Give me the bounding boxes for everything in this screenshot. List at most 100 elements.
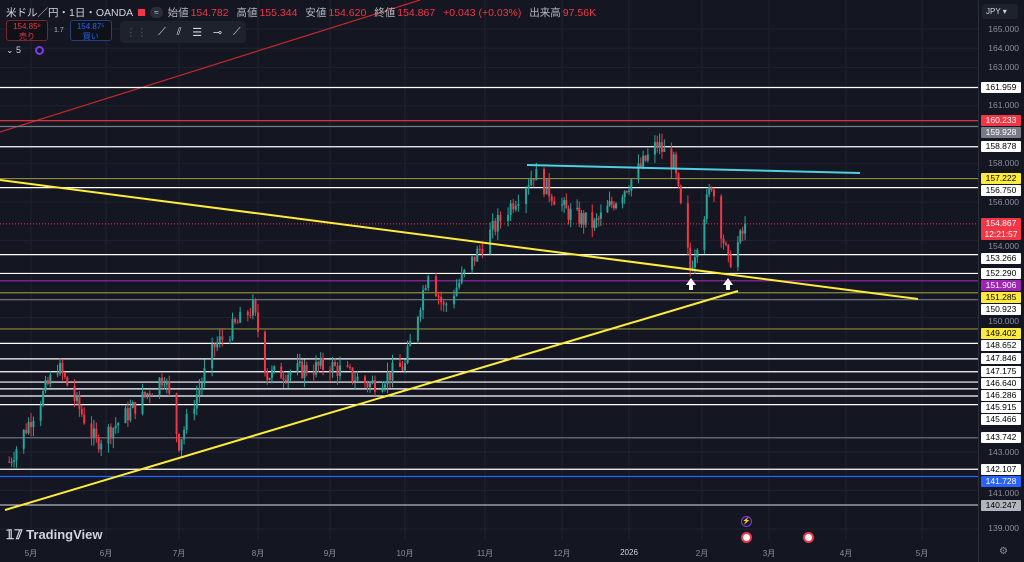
candle-body	[289, 371, 292, 375]
candle-body	[109, 426, 112, 439]
time-tick: 2026	[620, 548, 638, 557]
red-trend-line	[0, 0, 421, 133]
candle-body	[236, 322, 239, 324]
up-arrow-icon	[686, 278, 696, 290]
candle-body	[453, 295, 456, 305]
buy-button[interactable]: 154.87⁵ 買い	[69, 20, 112, 41]
indicator-icon[interactable]	[35, 46, 45, 55]
time-tick: 12月	[553, 549, 571, 558]
trend-line-icon[interactable]: ⟋	[158, 25, 166, 38]
candle-body	[317, 362, 320, 366]
time-tick: 4月	[839, 549, 853, 558]
candle-body	[158, 377, 161, 395]
candle-body	[591, 212, 594, 228]
event-flash-icon[interactable]: ⚡	[741, 516, 752, 527]
price-level-label: 160.233	[981, 115, 1021, 127]
spread: 1.7	[54, 27, 64, 34]
price-level-label: 161.959	[981, 81, 1021, 93]
candle-body	[66, 377, 69, 386]
market-status-pill[interactable]: ≈	[150, 7, 163, 18]
candle-body	[427, 276, 430, 288]
candle-body	[610, 201, 613, 205]
candle-body	[530, 178, 533, 186]
sell-label: 売り	[19, 32, 35, 41]
candle-body	[49, 374, 52, 384]
resistance-line	[526, 164, 861, 174]
candle-body	[78, 395, 81, 409]
candle-body	[249, 315, 252, 317]
candle-body	[13, 460, 16, 462]
candle-body	[322, 358, 325, 370]
event-marker-icon[interactable]	[741, 532, 752, 543]
candle-body	[584, 212, 587, 225]
collapse-indicators-button[interactable]: ⌄ 5	[6, 45, 22, 55]
drag-handle-icon[interactable]: ⋮⋮	[125, 26, 148, 39]
candle-body	[550, 196, 553, 202]
candle-body	[630, 179, 633, 191]
price-level-label: 148.652	[981, 339, 1021, 351]
candle-body	[644, 155, 647, 161]
candle-body	[366, 383, 369, 388]
settings-icon[interactable]: ⚙	[999, 546, 1008, 557]
up-arrow-icon	[723, 278, 733, 290]
horizontal-ray-icon[interactable]: ⊸	[212, 26, 223, 39]
open-label: 始値	[167, 7, 189, 19]
candle-body	[339, 365, 341, 377]
currency-select[interactable]: JPY ▾	[982, 4, 1018, 19]
time-tick: 7月	[172, 549, 186, 558]
fib-icon[interactable]: ☰	[192, 26, 203, 39]
time-tick: 9月	[323, 549, 337, 558]
change-value: +0.043 (+0.03%)	[443, 7, 522, 19]
candle-body	[442, 302, 445, 305]
candle-body	[282, 378, 285, 380]
symbol-title[interactable]: 米ドル／円・1日・OANDA	[6, 7, 134, 19]
candle-body	[203, 368, 206, 383]
buy-label: 買い	[82, 32, 99, 41]
candle-body	[56, 373, 59, 375]
candle-body	[8, 461, 11, 463]
candle-body	[744, 223, 747, 234]
candle-body	[476, 248, 479, 262]
candle-body	[39, 405, 42, 421]
candle-body	[369, 383, 371, 388]
price-tick: 161.000	[988, 100, 1019, 111]
ray-icon[interactable]: ⟋	[232, 25, 241, 38]
candle-body	[494, 220, 497, 232]
candle-body	[563, 200, 566, 205]
candle-body	[499, 215, 502, 221]
sell-button[interactable]: 154.85⁸ 売り	[6, 20, 48, 41]
price-level-label: 151.285	[981, 291, 1021, 303]
price-tick: 164.000	[988, 42, 1019, 53]
candle-body	[712, 190, 715, 197]
price-tick: 139.000	[988, 523, 1019, 534]
candle-body	[211, 343, 214, 369]
candle-body	[75, 395, 78, 401]
candle-body	[463, 269, 466, 274]
candle-body	[553, 201, 556, 205]
event-marker-icon[interactable]	[803, 532, 814, 543]
candle-body	[437, 296, 440, 298]
candle-body	[193, 408, 196, 415]
candle-body	[354, 380, 356, 382]
candle-body	[126, 408, 129, 421]
price-tick: 165.000	[988, 23, 1019, 34]
candle-body	[422, 290, 425, 310]
candle-body	[580, 213, 583, 225]
candle-body	[670, 148, 673, 169]
candle-body	[491, 220, 494, 230]
indicator-bar: ⌄ 5	[6, 45, 45, 56]
candle-body	[280, 366, 283, 379]
parallel-channel-icon[interactable]: ⫽	[176, 25, 182, 38]
candle-body	[595, 218, 598, 221]
candle-body	[25, 429, 28, 434]
candle-body	[336, 365, 339, 377]
candle-body	[512, 203, 515, 210]
candle-body	[561, 204, 563, 206]
price-chart[interactable]	[0, 0, 978, 562]
candle-body	[32, 420, 35, 428]
price-axis[interactable]: JPY ▾ 165.000 164.000 163.000 161.959 161.00…	[978, 0, 1024, 562]
candle-body	[97, 437, 100, 450]
brand-name: TradingView	[26, 527, 103, 542]
candle-body	[543, 169, 546, 195]
indicator-count: 5	[16, 45, 22, 55]
